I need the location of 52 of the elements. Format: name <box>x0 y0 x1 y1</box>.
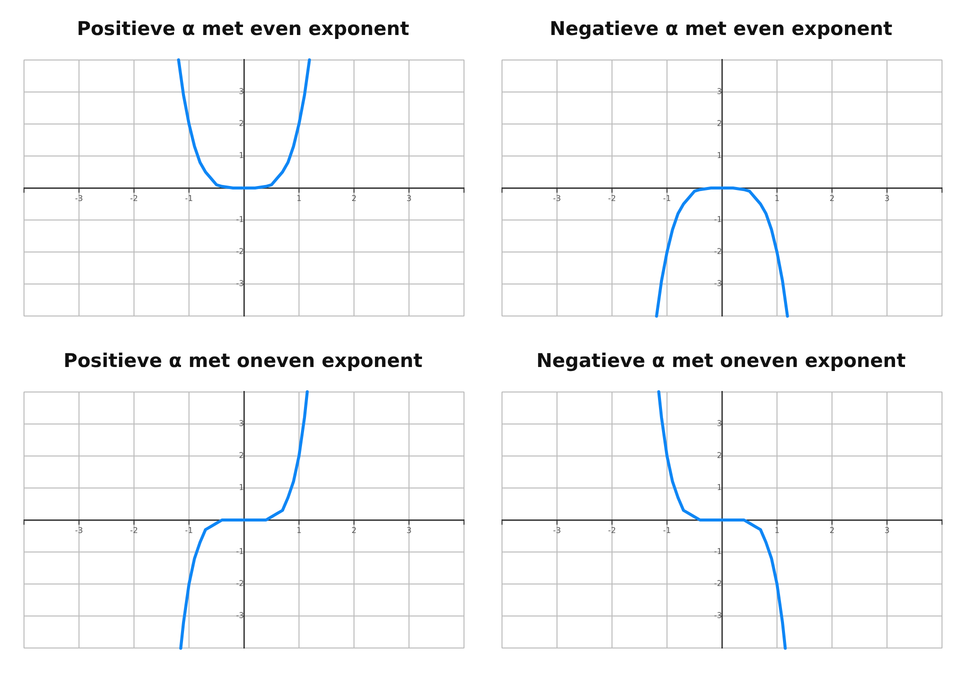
y-tick-label: -2 <box>714 247 722 256</box>
y-tick-label: 1 <box>716 151 722 160</box>
chart-title: Negatieve α met oneven exponent <box>535 349 907 374</box>
x-tick-label: 3 <box>406 194 412 203</box>
y-tick-label: 1 <box>238 483 244 492</box>
y-tick-label: -3 <box>714 611 722 620</box>
y-tick-label: -1 <box>236 215 244 224</box>
x-tick-label: -1 <box>185 526 193 535</box>
x-tick-label: 2 <box>351 194 357 203</box>
y-tick-label: -3 <box>236 279 244 288</box>
chart-title: Negatieve α met even exponent <box>548 17 894 42</box>
y-tick-label: -3 <box>714 279 722 288</box>
x-tick-label: -3 <box>553 194 561 203</box>
x-tick-label: -1 <box>185 194 193 203</box>
x-tick-label: 1 <box>296 194 302 203</box>
x-tick-label: 3 <box>884 526 890 535</box>
y-tick-label: -2 <box>714 579 722 588</box>
chart-title: Positieve α met even exponent <box>76 17 410 42</box>
y-tick-label: 2 <box>716 118 722 128</box>
x-tick-label: 1 <box>774 194 780 203</box>
x-tick-label: 2 <box>829 194 835 203</box>
y-tick-label: 3 <box>716 86 722 96</box>
x-tick-label: -3 <box>553 526 561 535</box>
x-tick-label: -1 <box>663 526 671 535</box>
y-tick-label: 3 <box>716 418 722 428</box>
x-tick-label: -2 <box>130 526 138 535</box>
y-tick-label: -2 <box>236 247 244 256</box>
x-tick-label: -2 <box>130 194 138 203</box>
y-tick-label: 1 <box>716 483 722 492</box>
x-tick-label: 3 <box>884 194 890 203</box>
y-tick-label: 1 <box>238 151 244 160</box>
y-tick-label: 3 <box>238 418 244 428</box>
x-tick-label: -2 <box>608 526 616 535</box>
y-tick-label: -3 <box>236 611 244 620</box>
x-tick-label: 2 <box>351 526 357 535</box>
y-tick-label: -1 <box>236 547 244 556</box>
x-tick-label: -3 <box>75 194 83 203</box>
y-tick-label: -1 <box>714 547 722 556</box>
y-tick-label: 2 <box>716 450 722 460</box>
y-tick-label: 3 <box>238 86 244 96</box>
chart-title: Positieve α met oneven exponent <box>62 349 424 374</box>
x-tick-label: -2 <box>608 194 616 203</box>
y-tick-label: -2 <box>236 579 244 588</box>
x-tick-label: 2 <box>829 526 835 535</box>
x-tick-label: 3 <box>406 526 412 535</box>
x-tick-label: -1 <box>663 194 671 203</box>
y-tick-label: -1 <box>714 215 722 224</box>
y-tick-label: 2 <box>238 118 244 128</box>
y-tick-label: 2 <box>238 450 244 460</box>
x-tick-label: -3 <box>75 526 83 535</box>
x-tick-label: 1 <box>296 526 302 535</box>
x-tick-label: 1 <box>774 526 780 535</box>
